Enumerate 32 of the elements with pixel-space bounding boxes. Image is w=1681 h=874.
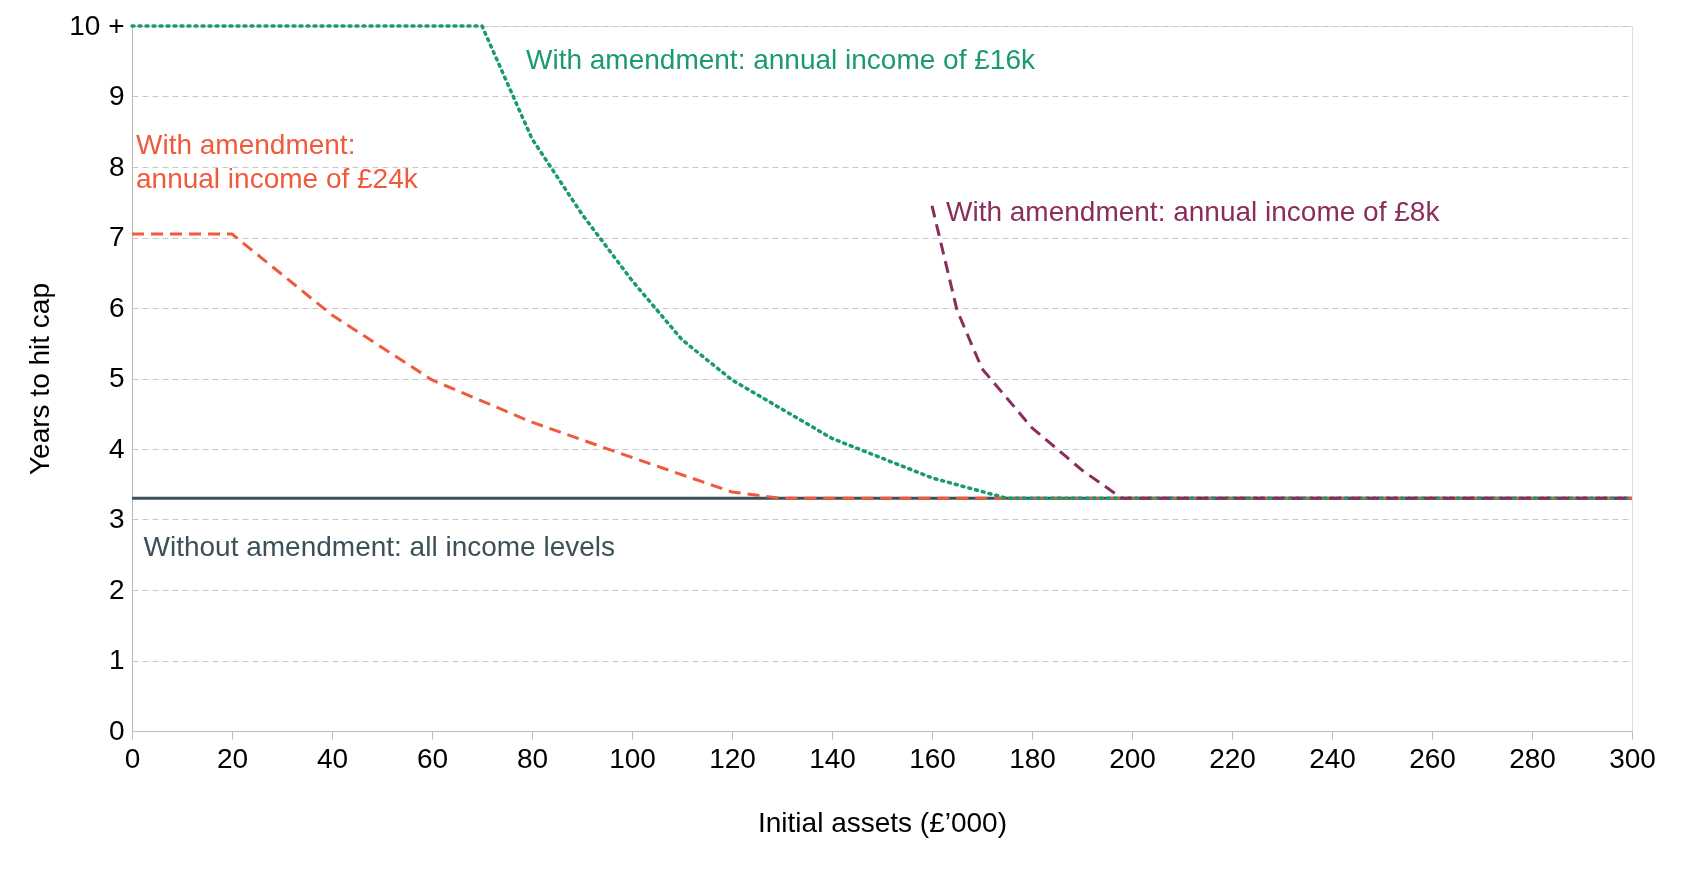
y-tick-label: 10 +: [69, 9, 125, 41]
y-tick-label: 9: [108, 80, 125, 111]
series-label: With amendment: annual income of £8k: [946, 195, 1441, 227]
y-tick-label: 0: [108, 714, 125, 746]
y-tick-label: 1: [108, 644, 125, 675]
y-tick-label: 5: [108, 362, 125, 393]
x-tick-label: 120: [709, 742, 756, 774]
x-tick-label: 160: [909, 742, 956, 774]
x-tick-label: 80: [516, 742, 549, 774]
series-label: With amendment: annual income of £16k: [526, 44, 1036, 76]
x-tick-label: 100: [609, 742, 656, 774]
x-tick-label: 260: [1409, 742, 1456, 774]
y-tick-label: 4: [108, 432, 125, 464]
x-axis-title: Initial assets (£’000): [757, 806, 1008, 838]
x-tick-label: 280: [1509, 742, 1556, 774]
y-tick-label: 7: [108, 221, 125, 252]
y-axis-title: Years to hit cap: [24, 283, 56, 475]
y-tick-label: 2: [108, 573, 125, 605]
y-tick-label: 6: [108, 291, 125, 323]
x-tick-label: 300: [1609, 742, 1656, 774]
x-tick-label: 60: [416, 742, 449, 774]
series-label: With amendment: annual income of £24k: [136, 128, 419, 194]
y-tick-label: 8: [108, 150, 125, 182]
y-tick-label: 3: [108, 503, 125, 534]
x-tick-label: 20: [216, 742, 249, 774]
x-tick-label: 240: [1309, 742, 1356, 774]
series-label: Without amendment: all income levels: [143, 530, 616, 562]
x-tick-label: 220: [1209, 742, 1256, 774]
x-tick-label: 40: [316, 742, 349, 774]
x-tick-label: 180: [1009, 742, 1056, 774]
x-tick-label: 140: [809, 742, 856, 774]
x-tick-label: 200: [1109, 742, 1156, 774]
